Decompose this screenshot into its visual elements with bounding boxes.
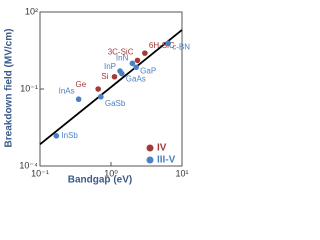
point bbox=[53, 133, 60, 139]
point-label: Ge bbox=[76, 80, 87, 89]
point-label: 3C-SiC bbox=[108, 48, 134, 57]
point-label: InSb bbox=[61, 131, 78, 140]
x-tick-label: 10⁰ bbox=[104, 168, 118, 178]
point bbox=[95, 86, 101, 92]
point bbox=[117, 68, 123, 74]
legend-label: III-V bbox=[157, 155, 176, 166]
legend-marker bbox=[146, 156, 154, 164]
point-label: 6H-SiC bbox=[149, 41, 175, 50]
y-axis-title: Breakdown field (MV/cm) bbox=[4, 29, 15, 148]
legend-label: IV bbox=[157, 143, 167, 154]
point bbox=[142, 50, 148, 56]
point bbox=[129, 60, 136, 67]
point bbox=[75, 96, 82, 103]
fit-line bbox=[39, 29, 183, 146]
y-tick-label: 10² bbox=[25, 6, 38, 16]
x-tick-label: 10⁻¹ bbox=[31, 168, 49, 178]
point-label: Si bbox=[101, 72, 108, 81]
point-label: InAs bbox=[59, 86, 75, 95]
legend-marker bbox=[146, 144, 154, 152]
point-label: GaSb bbox=[105, 99, 126, 108]
point bbox=[165, 40, 172, 47]
chart: Bandgap (eV) Breakdown field (MV/cm) 10⁻… bbox=[4, 6, 191, 186]
point-label: InP bbox=[104, 62, 116, 71]
point bbox=[111, 73, 118, 80]
point bbox=[134, 57, 141, 64]
y-tick-label: 10⁻¹ bbox=[20, 83, 38, 93]
point-label: GaAs bbox=[126, 75, 146, 84]
point bbox=[133, 64, 139, 71]
point-label: GaP bbox=[140, 66, 156, 75]
x-tick-label: 10¹ bbox=[175, 168, 188, 178]
x-axis-title: Bandgap (eV) bbox=[68, 175, 132, 186]
point-label: InN bbox=[116, 53, 129, 62]
y-tick-label: 10⁻⁴ bbox=[19, 160, 38, 170]
point-label: c-BN bbox=[172, 42, 190, 51]
point bbox=[98, 93, 104, 100]
